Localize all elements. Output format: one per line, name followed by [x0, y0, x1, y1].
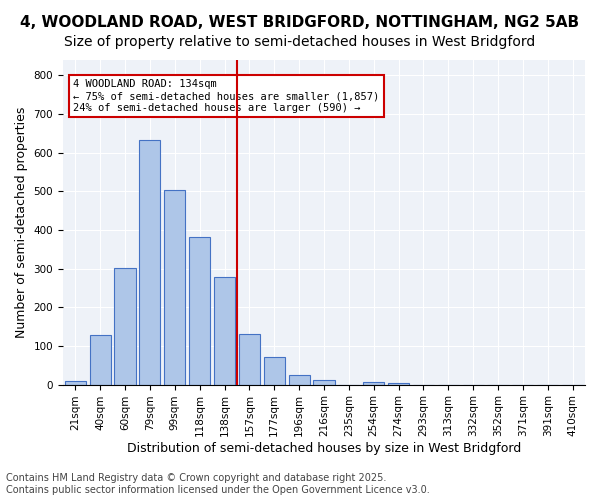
Bar [139, 140, 160, 384]
Bar [289, 374, 310, 384]
Bar [239, 334, 260, 384]
Text: Contains HM Land Registry data © Crown copyright and database right 2025.
Contai: Contains HM Land Registry data © Crown c… [6, 474, 430, 495]
Bar [164, 190, 185, 384]
Bar [65, 380, 86, 384]
Y-axis label: Number of semi-detached properties: Number of semi-detached properties [15, 106, 28, 338]
Text: 4, WOODLAND ROAD, WEST BRIDGFORD, NOTTINGHAM, NG2 5AB: 4, WOODLAND ROAD, WEST BRIDGFORD, NOTTIN… [20, 15, 580, 30]
X-axis label: Distribution of semi-detached houses by size in West Bridgford: Distribution of semi-detached houses by … [127, 442, 521, 455]
Bar [189, 236, 210, 384]
Bar [89, 335, 111, 384]
Text: 4 WOODLAND ROAD: 134sqm
← 75% of semi-detached houses are smaller (1,857)
24% of: 4 WOODLAND ROAD: 134sqm ← 75% of semi-de… [73, 80, 380, 112]
Bar [363, 382, 384, 384]
Text: Size of property relative to semi-detached houses in West Bridgford: Size of property relative to semi-detach… [64, 35, 536, 49]
Bar [313, 380, 335, 384]
Bar [115, 268, 136, 384]
Bar [263, 357, 285, 384]
Bar [214, 277, 235, 384]
